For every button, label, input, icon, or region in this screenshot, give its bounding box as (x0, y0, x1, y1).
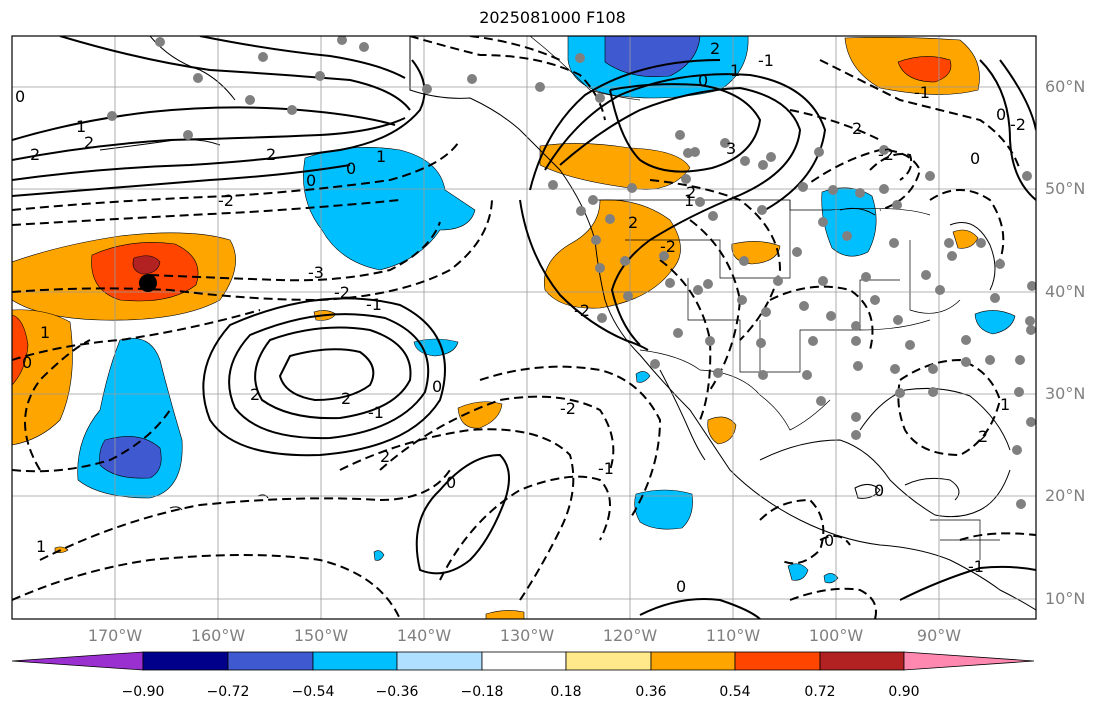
colorbar-tick-label: −0.54 (291, 684, 335, 700)
contour-label: 2 (686, 183, 696, 202)
contour-label: 0 (22, 353, 32, 372)
positive-contours (12, 36, 1036, 619)
map-frame (11, 35, 1037, 620)
lon-label: 110°W (705, 626, 761, 645)
location-marker (139, 274, 157, 292)
contour-label: -1 (368, 403, 384, 422)
colorbar-tick-label: −0.72 (206, 684, 250, 700)
contour-label: 0 (346, 159, 356, 178)
contour-label: 2 (978, 427, 988, 446)
contour-label: 2 (250, 385, 260, 404)
contour-label: -2 (334, 283, 350, 302)
contour-label: 2 (380, 447, 390, 466)
contour-label: 1 (76, 117, 86, 136)
station-markers (107, 36, 1036, 509)
lon-label: 130°W (499, 626, 555, 645)
contour-label: -2 (218, 191, 234, 210)
contour-label: 1 (40, 323, 50, 342)
contour-label: -1 (968, 557, 984, 576)
lon-label: 90°W (916, 626, 962, 645)
colorbar (11, 651, 1035, 671)
contour-label: -2 (878, 145, 894, 164)
lon-label: 170°W (87, 626, 143, 645)
lat-label: 10°N (1045, 589, 1086, 608)
lat-label: 20°N (1045, 486, 1086, 505)
colorbar-segment (312, 651, 398, 671)
colorbar-tick-label: −0.36 (375, 684, 419, 700)
colorbar-segment (565, 651, 652, 671)
contour-label: -2 (574, 301, 590, 320)
contour-label: 1 (1000, 395, 1010, 414)
colorbar-segment (142, 651, 229, 671)
contour-labels: 0 1 2 2 2 0 1 -3 -2 -1 0 -2 1 2 -1 2 2 -… (15, 39, 1026, 596)
contour-label: 3 (726, 139, 736, 158)
map-background (12, 36, 1036, 619)
contour-label: -1 (758, 51, 774, 70)
contour-label: 2 (628, 213, 638, 232)
colorbar-tick-label: 0.90 (888, 684, 920, 700)
positive-anomaly-fills (12, 37, 980, 619)
contour-label: 0 (824, 531, 834, 550)
contour-label: 2 (710, 39, 720, 58)
lon-label: 100°W (808, 626, 864, 645)
contour-label: 0 (970, 149, 980, 168)
contour-label: 0 (874, 481, 884, 500)
contour-label: 2 (84, 133, 94, 152)
colorbar-segment (819, 651, 905, 671)
colorbar-tick-label: 0.36 (635, 684, 667, 700)
colorbar-segment (227, 651, 314, 671)
lon-label: 140°W (396, 626, 452, 645)
contour-label: 0 (698, 71, 708, 90)
contour-label: -1 (598, 459, 614, 478)
lat-label: 30°N (1045, 384, 1086, 403)
contour-label: 0 (996, 105, 1006, 124)
lon-label: 150°W (293, 626, 349, 645)
map-title: 2025081000 F108 (479, 8, 626, 27)
colorbar-tick-label: 0.72 (804, 684, 836, 700)
contour-label: -2 (1010, 115, 1026, 134)
colorbar-tick-label: −0.90 (121, 684, 165, 700)
contour-label: 0 (432, 377, 442, 396)
contour-label: -2 (560, 399, 576, 418)
lat-label: 40°N (1045, 282, 1086, 301)
lon-label: 120°W (602, 626, 658, 645)
contour-label: -2 (660, 237, 676, 256)
contour-label: 0 (446, 473, 456, 492)
contour-label: 2 (30, 145, 40, 164)
colorbar-segment (650, 651, 736, 671)
colorbar-segment (903, 651, 1035, 671)
contour-label: 2 (341, 389, 351, 408)
colorbar-segment (11, 651, 144, 671)
contour-label: 0 (676, 577, 686, 596)
colorbar-tick-label: 0.18 (550, 684, 582, 700)
contour-label: -3 (308, 263, 324, 282)
contour-label: 2 (266, 145, 276, 164)
contour-label: 1 (36, 537, 46, 556)
contour-label: 1 (730, 61, 740, 80)
negative-anomaly-fills (77, 36, 1016, 584)
colorbar-segment (396, 651, 483, 671)
contour-label: -1 (366, 295, 382, 314)
contour-label: 0 (306, 171, 316, 190)
lon-label: 160°W (190, 626, 246, 645)
colorbar-tick-label: −0.18 (460, 684, 504, 700)
contour-label: 1 (376, 147, 386, 166)
lat-label: 60°N (1045, 77, 1086, 96)
colorbar-segment (734, 651, 821, 671)
colorbar-segment (481, 651, 567, 671)
contour-label: 0 (15, 87, 25, 106)
contour-label: 2 (852, 119, 862, 138)
contour-label: 1 (684, 191, 694, 210)
contour-label: -1 (914, 83, 930, 102)
lat-label: 50°N (1045, 179, 1086, 198)
colorbar-tick-label: 0.54 (719, 684, 751, 700)
negative-contours (12, 36, 1036, 619)
